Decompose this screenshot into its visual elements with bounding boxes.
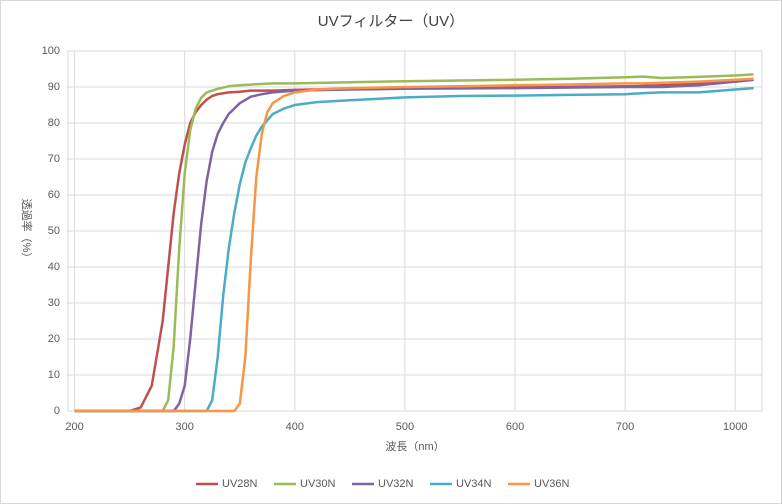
y-tick-label: 50 — [48, 225, 60, 237]
chart-title: UVフィルター（UV） — [318, 13, 464, 30]
y-tick-label: 100 — [42, 45, 60, 57]
x-axis-label: 波長（nm） — [385, 440, 444, 453]
x-tick-label: 300 — [176, 421, 194, 433]
y-tick-label: 20 — [48, 333, 60, 345]
series-line — [74, 77, 754, 413]
legend-label: UV30N — [300, 478, 336, 490]
y-tick-label: 70 — [48, 153, 60, 165]
y-tick-label: 0 — [54, 405, 60, 417]
legend-label: UV34N — [456, 478, 492, 490]
series-line — [74, 73, 754, 413]
series-line — [74, 78, 754, 413]
x-tick-label: 200 — [65, 421, 83, 433]
x-tick-label: 500 — [396, 421, 414, 433]
y-tick-label: 10 — [48, 369, 60, 381]
y-axis-label: 透過率（%） — [20, 199, 34, 264]
x-tick-label: 700 — [616, 421, 634, 433]
y-tick-label: 80 — [48, 117, 60, 129]
y-tick-label: 40 — [48, 261, 60, 273]
legend-label: UV32N — [378, 478, 414, 490]
x-tick-label: 400 — [286, 421, 304, 433]
legend-label: UV28N — [222, 478, 258, 490]
x-tick-label: 1000 — [723, 421, 747, 433]
y-tick-label: 90 — [48, 81, 60, 93]
legend-label: UV36N — [534, 478, 570, 490]
x-tick-label: 600 — [506, 421, 524, 433]
grid: 0 10 20 30 40 50 60 70 80 90 100 200 300 400 500 600 700… — [42, 45, 763, 433]
y-tick-label: 60 — [48, 189, 60, 201]
plot — [74, 73, 754, 413]
y-tick-label: 30 — [48, 297, 60, 309]
series-line — [74, 86, 754, 413]
legend: UV28N UV30N UV32N UV34N UV36N — [196, 478, 570, 490]
plot-border — [67, 50, 763, 412]
